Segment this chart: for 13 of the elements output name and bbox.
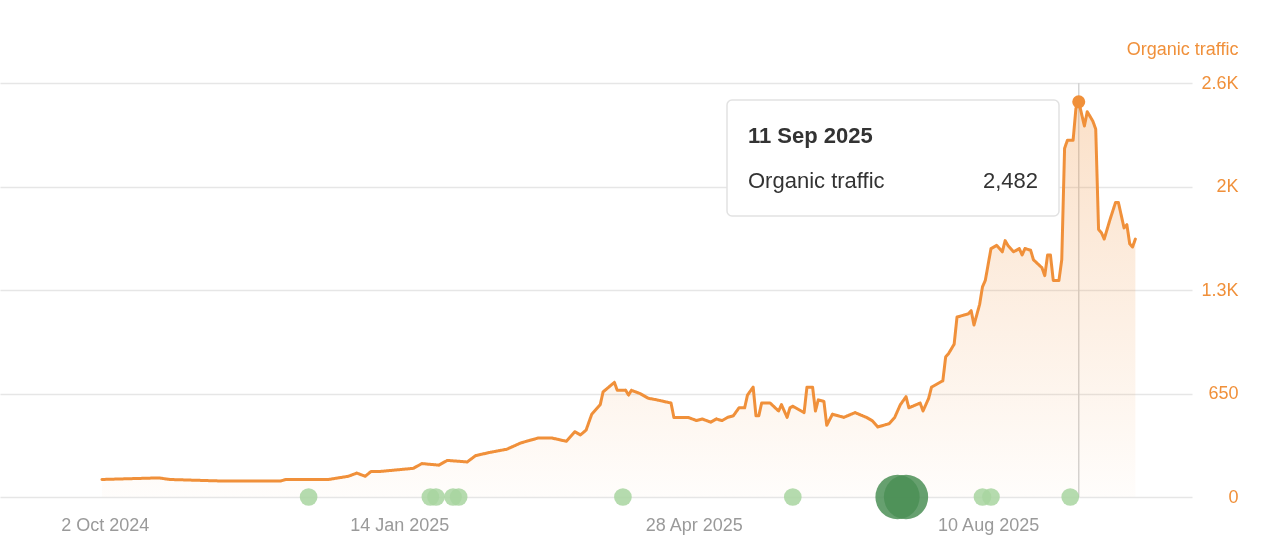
x-tick-label: 10 Aug 2025 bbox=[938, 514, 1040, 535]
y-tick-label: 1.3K bbox=[1201, 279, 1239, 300]
y-tick-label: 0 bbox=[1228, 486, 1239, 507]
y-axis-title: Organic traffic bbox=[1126, 38, 1239, 59]
x-tick-label: 28 Apr 2025 bbox=[645, 514, 743, 535]
y-tick-label: 2.6K bbox=[1201, 72, 1239, 93]
annotation: 2,482 bbox=[982, 168, 1038, 193]
y-tick-label: 650 bbox=[1208, 383, 1239, 403]
x-tick-label: 2 Oct 2024 bbox=[61, 514, 150, 535]
y-tick-label: 2K bbox=[1216, 176, 1239, 196]
annotation: 11 Sep 2025 bbox=[748, 123, 873, 148]
x-tick-label: 14 Jan 2025 bbox=[350, 514, 450, 535]
annotation: Organic traffic bbox=[748, 168, 885, 193]
